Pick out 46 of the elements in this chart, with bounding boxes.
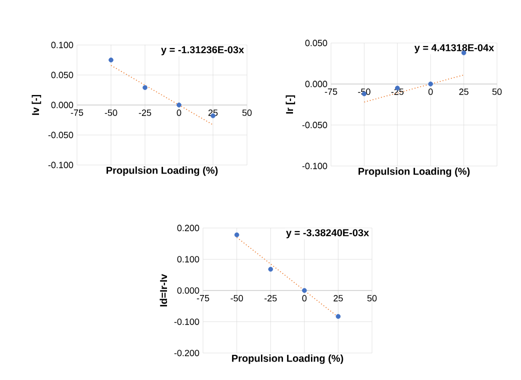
y-tick-label: 0.100 xyxy=(51,42,74,48)
y-tick-label: -0.050 xyxy=(302,122,328,128)
y-tick-label: 0.000 xyxy=(177,287,200,294)
y-axis-title: Id=Ir-Iv xyxy=(160,274,168,306)
point xyxy=(268,266,273,272)
y-tick-label: 0.050 xyxy=(305,40,328,46)
point xyxy=(336,314,341,319)
y-axis-title: Iv [-] xyxy=(32,95,42,115)
x-tick-label: 50 xyxy=(492,88,502,95)
x-tick-label: 0 xyxy=(428,88,433,95)
x-tick-label: -75 xyxy=(196,295,210,302)
y-tick-label: -0.200 xyxy=(174,350,200,356)
x-tick-label: -50 xyxy=(230,295,243,302)
x-axis-title: Propulsion Loading (%) xyxy=(358,168,470,177)
x-axis-title: Propulsion Loading (%) xyxy=(232,354,344,364)
point xyxy=(176,102,182,108)
x-tick-label: -75 xyxy=(70,110,84,116)
y-tick-label: -0.100 xyxy=(302,162,328,170)
x-tick-label: 50 xyxy=(367,295,377,302)
y-tick-label: -0.050 xyxy=(48,132,74,138)
point xyxy=(234,232,240,238)
y-tick-label: 0.000 xyxy=(51,102,74,108)
x-tick-label: -50 xyxy=(104,110,118,116)
y-axis-title: Ir [-] xyxy=(286,95,296,114)
x-tick-label: -25 xyxy=(264,295,277,302)
point xyxy=(428,82,434,86)
point xyxy=(302,288,307,293)
y-tick-label: 0.100 xyxy=(177,256,200,262)
x-tick-label: 25 xyxy=(334,295,343,302)
x-axis-title: Propulsion Loading (%) xyxy=(106,166,218,176)
x-tick-label: 0 xyxy=(302,295,307,302)
x-tick-label: 0 xyxy=(176,110,182,116)
y-tick-label: 0.050 xyxy=(51,72,74,78)
y-tick-label: -0.100 xyxy=(174,318,200,325)
annotation: y = -1.31236E-03x xyxy=(161,46,244,56)
point xyxy=(142,85,148,90)
point xyxy=(108,58,114,62)
y-tick-label: 0.200 xyxy=(177,224,200,232)
y-tick-label: -0.100 xyxy=(48,162,74,168)
x-tick-label: 25 xyxy=(459,88,468,95)
x-tick-label: -75 xyxy=(324,88,338,95)
y-tick-label: 0.000 xyxy=(305,80,328,88)
annotation: y = -3.38240E-03x xyxy=(286,229,370,238)
annotation: y = 4.41318E-04x xyxy=(414,44,494,54)
x-tick-label: 50 xyxy=(242,110,252,116)
x-tick-label: -25 xyxy=(138,110,152,116)
